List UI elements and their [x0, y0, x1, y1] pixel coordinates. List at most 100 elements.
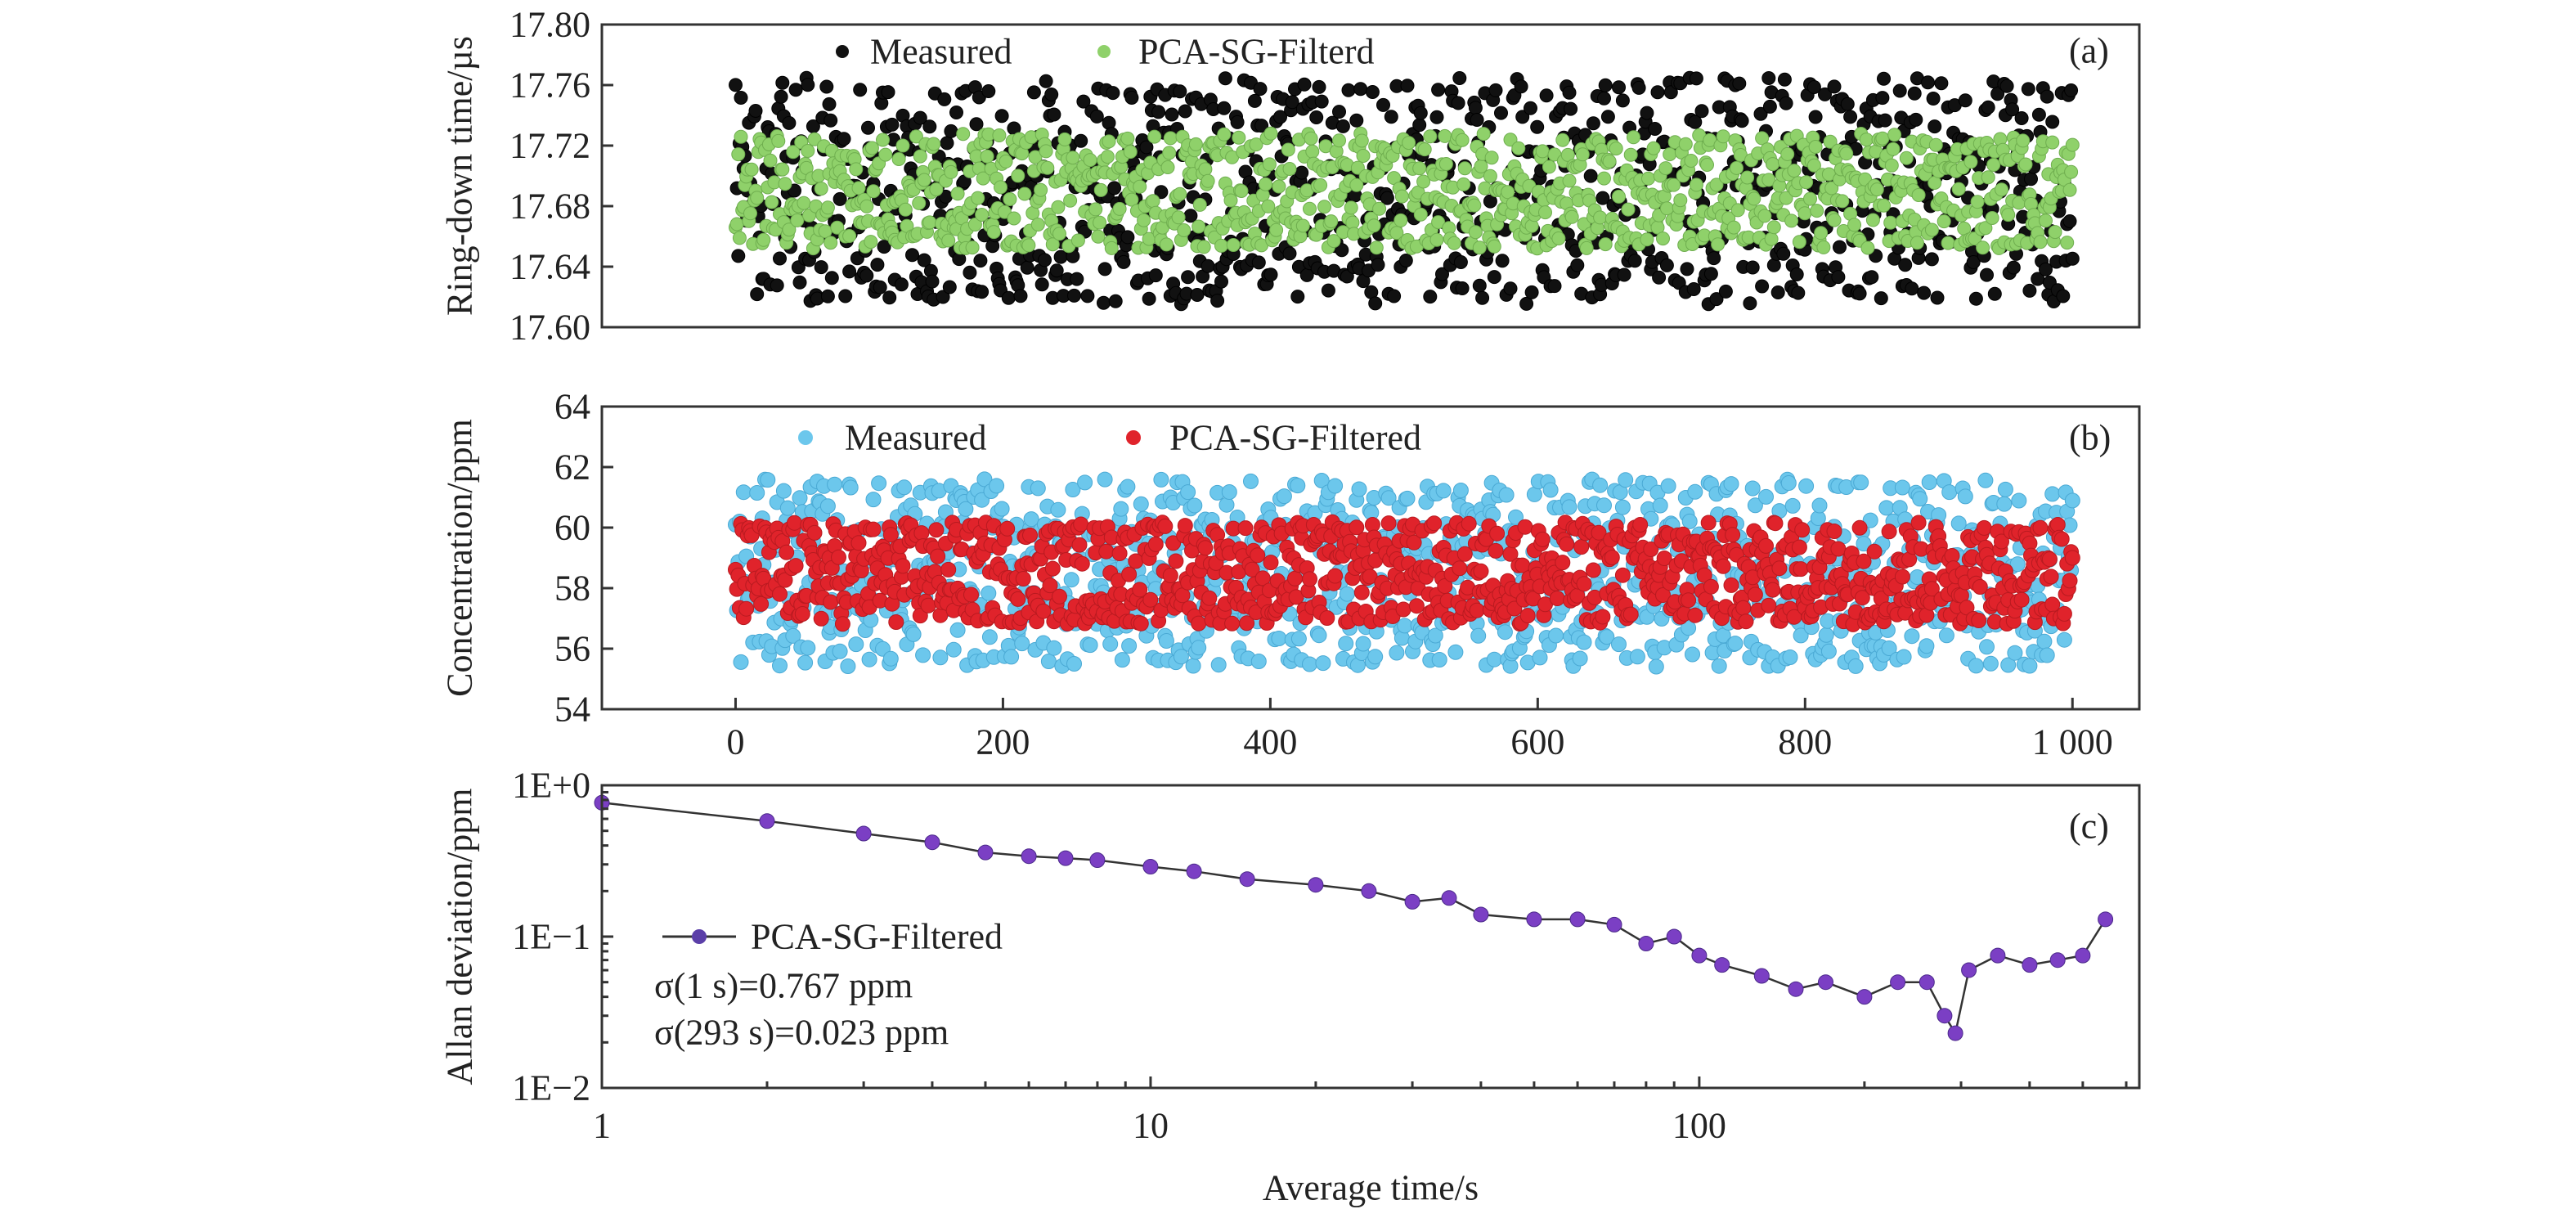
data-point-filtered-b — [1319, 610, 1335, 626]
data-point-filtered-a — [1808, 140, 1823, 154]
data-point-measured-a — [2014, 111, 2029, 125]
data-point-filtered-a — [1779, 191, 1793, 205]
data-point-filtered-b — [1254, 570, 1271, 587]
data-point-measured-b — [1121, 638, 1138, 654]
data-point-measured-b — [1185, 658, 1201, 674]
data-point-measured-b — [1818, 627, 1834, 643]
data-point-measured-b — [1727, 636, 1744, 652]
data-point-measured-a — [2031, 107, 2046, 122]
data-point-filtered-a — [1730, 203, 1745, 218]
data-point-measured-a — [973, 254, 988, 268]
data-point-filtered-a — [1875, 131, 1890, 146]
data-point-filtered-a — [756, 232, 771, 247]
data-point-measured-b — [1030, 480, 1046, 497]
data-point-filtered-a — [1281, 142, 1295, 157]
data-point-measured-a — [1640, 106, 1654, 120]
data-point-filtered-b — [930, 548, 946, 564]
data-point-measured-a — [2005, 102, 2020, 117]
data-point-measured-b — [1542, 482, 1559, 498]
data-point-filtered-b — [1489, 525, 1506, 542]
data-point-filtered-a — [807, 132, 822, 146]
data-point-measured-b — [1660, 478, 1676, 494]
data-point-measured-a — [1076, 94, 1091, 109]
data-point-allan — [1473, 906, 1489, 923]
data-point-filtered-a — [1816, 240, 1831, 254]
data-point-filtered-b — [1201, 590, 1218, 606]
data-point-filtered-a — [1112, 201, 1127, 216]
data-point-measured-b — [1950, 515, 1967, 532]
data-point-measured-a — [1519, 296, 1534, 311]
data-point-measured-a — [1026, 85, 1041, 100]
y-tick-label-b: 54 — [554, 690, 590, 730]
data-point-filtered-a — [1503, 133, 1518, 147]
data-point-filtered-b — [772, 586, 788, 602]
data-point-filtered-a — [950, 187, 965, 201]
data-point-measured-a — [832, 191, 847, 206]
data-point-filtered-b — [1851, 519, 1868, 536]
data-point-measured-a — [1652, 270, 1667, 285]
data-point-filtered-b — [1015, 571, 1031, 587]
data-point-measured-a — [925, 274, 940, 289]
plot-frame-b — [600, 405, 2141, 711]
data-point-filtered-a — [1542, 160, 1556, 174]
data-point-filtered-a — [1501, 185, 1515, 200]
data-point-measured-b — [733, 654, 749, 670]
data-point-measured-b — [976, 471, 993, 488]
data-point-measured-a — [2024, 172, 2038, 187]
data-point-measured-a — [942, 280, 957, 294]
data-point-measured-a — [2040, 89, 2054, 104]
data-point-measured-a — [975, 285, 990, 299]
data-point-measured-b — [1997, 481, 2013, 497]
data-point-measured-b — [1878, 500, 1895, 516]
data-point-filtered-a — [891, 152, 906, 166]
data-point-filtered-a — [1621, 202, 1636, 217]
data-point-measured-a — [1190, 288, 1205, 302]
data-point-allan — [855, 825, 872, 842]
data-point-filtered-b — [1826, 524, 1842, 539]
y-ticks-a: 17.80 17.76 17.72 17.68 17.64 17.60 — [509, 5, 613, 348]
y-tick-label-a: 17.76 — [509, 65, 590, 106]
data-point-measured-a — [1930, 290, 1945, 305]
data-point-measured-b — [1427, 627, 1443, 644]
data-point-allan — [1569, 911, 1586, 928]
data-point-measured-a — [1631, 80, 1646, 95]
data-point-filtered-b — [1044, 560, 1061, 577]
data-point-filtered-b — [1517, 519, 1533, 535]
y-tick-label-c: 1E−1 — [512, 917, 590, 957]
data-point-measured-b — [819, 498, 836, 515]
data-point-measured-a — [1295, 165, 1309, 180]
data-point-measured-b — [1572, 650, 1588, 667]
data-point-measured-a — [1321, 283, 1335, 298]
data-point-filtered-a — [1976, 240, 1990, 255]
data-point-measured-b — [797, 654, 814, 671]
data-point-measured-b — [1614, 499, 1631, 515]
data-point-filtered-b — [1585, 562, 1601, 578]
data-point-filtered-a — [1468, 225, 1483, 240]
data-point-measured-b — [1452, 483, 1469, 498]
data-point-filtered-a — [1730, 160, 1744, 175]
data-point-measured-b — [1355, 636, 1371, 652]
data-point-measured-a — [822, 97, 837, 111]
data-point-filtered-a — [1814, 226, 1829, 240]
data-point-filtered-b — [1042, 578, 1058, 594]
data-point-measured-a — [1217, 101, 1232, 115]
data-point-filtered-b — [1765, 582, 1781, 598]
data-point-measured-b — [1158, 633, 1174, 649]
data-point-filtered-a — [1646, 141, 1661, 155]
data-point-measured-b — [1046, 640, 1062, 656]
data-point-filtered-a — [1627, 130, 1640, 145]
data-point-filtered-a — [1673, 193, 1688, 208]
data-point-measured-b — [1153, 471, 1169, 488]
data-point-filtered-a — [1602, 154, 1617, 169]
data-point-measured-a — [1398, 254, 1413, 267]
data-point-filtered-a — [1551, 231, 1566, 245]
data-point-filtered-a — [1324, 214, 1339, 229]
data-point-filtered-b — [1696, 567, 1712, 583]
legend-label-c: PCA-SG-Filtered — [751, 917, 1003, 957]
data-point-filtered-b — [1595, 609, 1611, 625]
data-point-filtered-b — [2013, 591, 2030, 608]
data-point-measured-b — [1250, 654, 1267, 669]
data-point-filtered-a — [1941, 236, 1955, 250]
data-point-filtered-a — [1028, 150, 1043, 164]
data-point-allan — [1990, 947, 2006, 964]
